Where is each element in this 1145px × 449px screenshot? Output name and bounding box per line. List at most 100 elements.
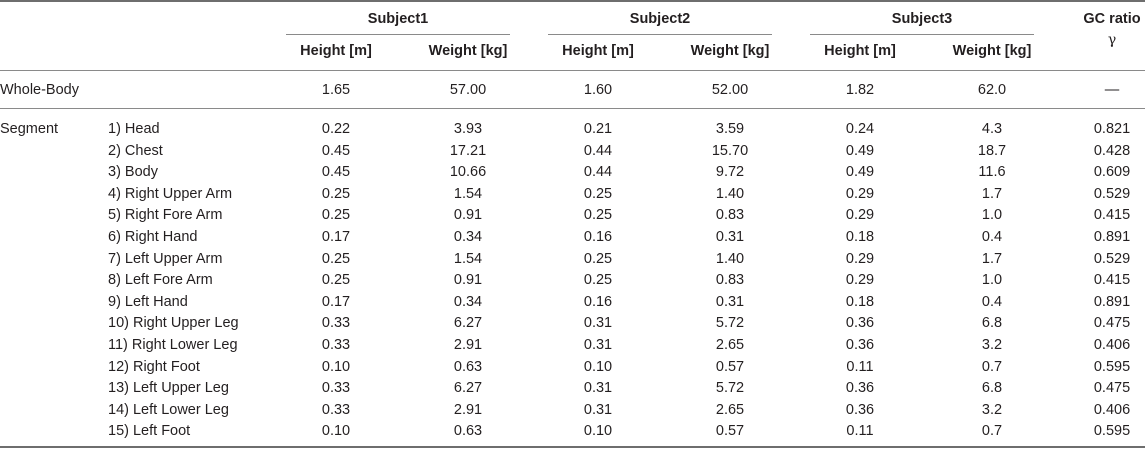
segment-row-name: 2) Chest — [108, 143, 163, 159]
segment-row-s2-weight: 0.57 — [715, 359, 745, 375]
subject3-weight-header: Weight [kg] — [952, 43, 1032, 59]
segment-row-s3-height: 0.49 — [845, 164, 875, 180]
segment-row-s1-height: 0.17 — [321, 229, 351, 245]
segment-row-s3-height: 0.11 — [846, 359, 874, 375]
segment-row-s3-height: 0.36 — [845, 380, 875, 396]
segment-row-s3-weight: 3.2 — [981, 402, 1003, 418]
segment-row-s1-weight: 2.91 — [453, 402, 483, 418]
segment-row-s2-height: 0.31 — [583, 315, 613, 331]
segment-row-gc: 0.428 — [1093, 143, 1131, 159]
segment-row-s2-height: 0.44 — [583, 164, 613, 180]
segment-row-s1-height: 0.25 — [321, 251, 351, 267]
segment-row-s1-height: 0.45 — [321, 164, 351, 180]
segment-row-s3-height: 0.29 — [845, 251, 875, 267]
segment-row-s1-weight: 0.91 — [453, 207, 483, 223]
subject3-height-header: Height [m] — [824, 43, 896, 59]
segment-row-gc: 0.821 — [1093, 121, 1131, 137]
segment-row-name: 12) Right Foot — [108, 359, 200, 375]
segment-row-gc: 0.406 — [1093, 337, 1131, 353]
segment-row-s1-height: 0.33 — [321, 380, 351, 396]
segment-row-s2-weight: 5.72 — [715, 380, 745, 396]
segment-row-s2-height: 0.25 — [583, 207, 613, 223]
segment-row-s2-weight: 15.70 — [711, 143, 749, 159]
subject3-underline — [810, 34, 1034, 35]
subject2-header: Subject2 — [629, 11, 691, 27]
whole-body-label: Whole-Body — [0, 82, 79, 98]
segment-row-gc: 0.609 — [1093, 164, 1131, 180]
segment-row-s1-weight: 1.54 — [453, 251, 483, 267]
segment-row-s2-weight: 2.65 — [715, 402, 745, 418]
segment-row-s2-weight: 3.59 — [715, 121, 745, 137]
header-bottom-rule — [0, 70, 1145, 71]
segment-row-s2-weight: 0.31 — [715, 229, 745, 245]
segment-row-s3-weight: 11.6 — [978, 164, 1006, 180]
segment-row-s2-weight: 0.31 — [715, 294, 745, 310]
whole-body-s3-height: 1.82 — [845, 82, 875, 98]
whole-body-s2-weight: 52.00 — [711, 82, 749, 98]
segment-row-s3-height: 0.11 — [846, 423, 874, 439]
segment-row-gc: 0.891 — [1093, 294, 1131, 310]
segment-row-s2-weight: 2.65 — [715, 337, 745, 353]
segment-row-s3-height: 0.36 — [845, 315, 875, 331]
segment-row-s2-height: 0.25 — [583, 251, 613, 267]
segment-row-s2-height: 0.31 — [583, 380, 613, 396]
segment-row-s2-weight: 5.72 — [715, 315, 745, 331]
segment-row-s3-height: 0.29 — [845, 207, 875, 223]
segment-row-s3-weight: 3.2 — [981, 337, 1003, 353]
segment-row-name: 8) Left Fore Arm — [108, 272, 213, 288]
gc-ratio-header: GC ratio — [1083, 11, 1141, 27]
segment-row-name: 5) Right Fore Arm — [108, 207, 223, 223]
segment-row-s1-weight: 10.66 — [449, 164, 487, 180]
segment-row-s2-height: 0.10 — [583, 423, 613, 439]
segment-row-s2-height: 0.31 — [583, 402, 613, 418]
subject3-header: Subject3 — [891, 11, 953, 27]
segment-row-gc: 0.415 — [1093, 207, 1131, 223]
segment-row-gc: 0.595 — [1093, 423, 1131, 439]
segment-row-gc: 0.529 — [1093, 186, 1131, 202]
segment-row-name: 14) Left Lower Leg — [108, 402, 229, 418]
table-top-rule — [0, 0, 1145, 2]
table-bottom-rule — [0, 446, 1145, 448]
segment-row-name: 1) Head — [108, 121, 160, 137]
segment-row-s1-height: 0.10 — [321, 423, 351, 439]
whole-body-s3-weight: 62.0 — [977, 82, 1007, 98]
segment-row-s1-height: 0.45 — [321, 143, 351, 159]
segment-row-s3-height: 0.29 — [845, 186, 875, 202]
segment-row-name: 15) Left Foot — [108, 423, 191, 439]
segment-row-name: 3) Body — [108, 164, 158, 180]
segment-row-s3-height: 0.18 — [845, 229, 875, 245]
segment-row-gc: 0.475 — [1093, 315, 1131, 331]
segment-row-s3-weight: 1.7 — [981, 186, 1003, 202]
segment-row-s2-height: 0.25 — [583, 272, 613, 288]
segment-row-gc: 0.415 — [1093, 272, 1131, 288]
whole-body-s2-height: 1.60 — [583, 82, 613, 98]
segment-row-s1-height: 0.33 — [321, 315, 351, 331]
subject2-underline — [548, 34, 772, 35]
segment-row-s3-height: 0.36 — [845, 337, 875, 353]
segment-row-s2-height: 0.10 — [583, 359, 613, 375]
segment-row-s2-weight: 0.57 — [715, 423, 745, 439]
segment-row-name: 6) Right Hand — [108, 229, 198, 245]
segment-row-s2-height: 0.21 — [583, 121, 613, 137]
segment-row-s3-weight: 4.3 — [981, 121, 1003, 137]
segment-row-s1-height: 0.22 — [321, 121, 351, 137]
segment-row-s1-height: 0.25 — [321, 272, 351, 288]
segment-row-s1-height: 0.10 — [321, 359, 351, 375]
segment-row-s2-weight: 0.83 — [715, 207, 745, 223]
segment-row-s2-height: 0.44 — [583, 143, 613, 159]
subject1-header: Subject1 — [367, 11, 429, 27]
segment-row-s1-weight: 6.27 — [453, 315, 483, 331]
segment-row-s2-height: 0.31 — [583, 337, 613, 353]
whole-body-s1-height: 1.65 — [321, 82, 351, 98]
segment-row-name: 10) Right Upper Leg — [108, 315, 239, 331]
segment-row-gc: 0.595 — [1093, 359, 1131, 375]
segment-row-s1-weight: 0.63 — [453, 359, 483, 375]
segment-row-gc: 0.475 — [1093, 380, 1131, 396]
whole-body-gc: — — [1104, 82, 1120, 98]
subject1-height-header: Height [m] — [300, 43, 372, 59]
segment-row-s1-weight: 0.63 — [453, 423, 483, 439]
segment-row-s1-weight: 0.91 — [453, 272, 483, 288]
segment-row-s3-height: 0.24 — [845, 121, 875, 137]
segment-row-s3-weight: 1.0 — [981, 272, 1003, 288]
